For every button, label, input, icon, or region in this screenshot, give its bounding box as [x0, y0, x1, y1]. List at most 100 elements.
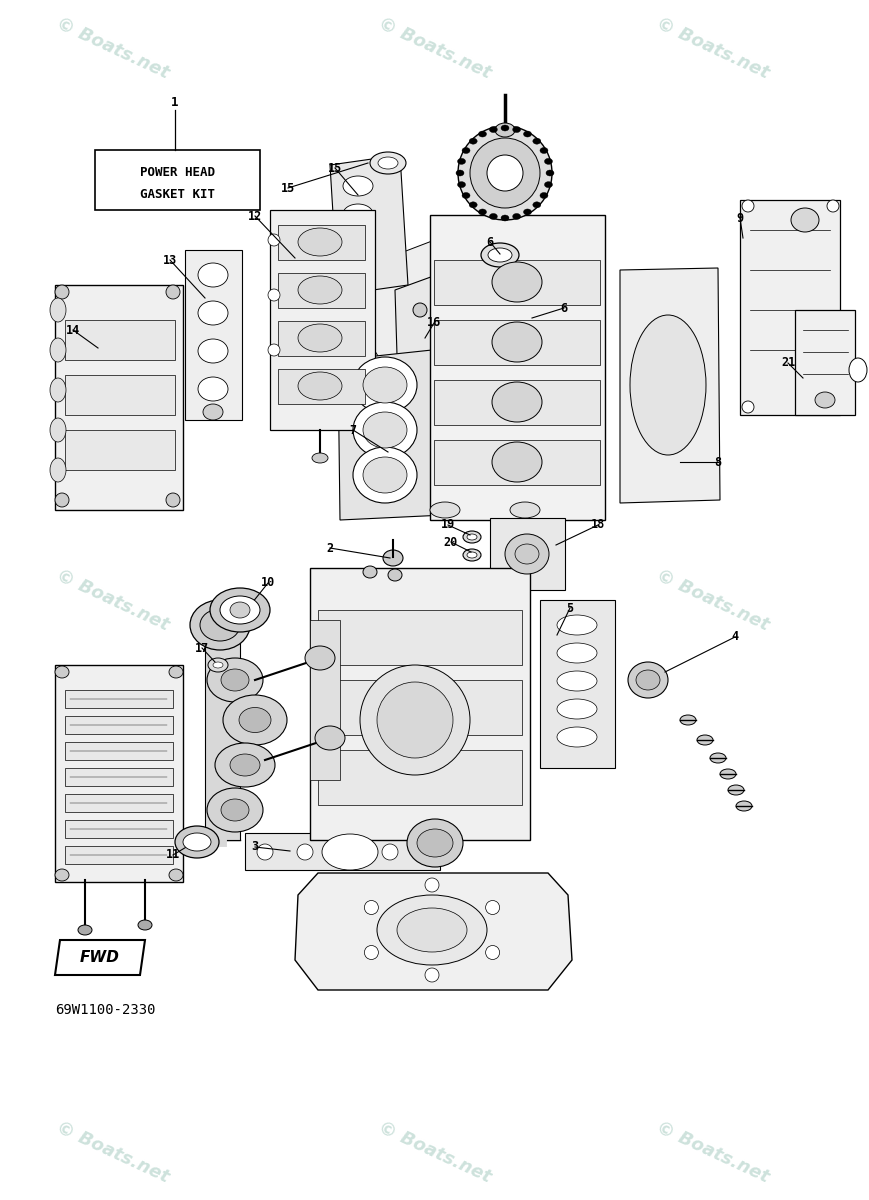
- Ellipse shape: [353, 446, 417, 503]
- Ellipse shape: [78, 925, 92, 935]
- Ellipse shape: [462, 192, 470, 198]
- Ellipse shape: [230, 754, 260, 776]
- Ellipse shape: [430, 502, 460, 518]
- Ellipse shape: [523, 209, 532, 215]
- Text: GASKET KIT: GASKET KIT: [140, 187, 215, 200]
- Bar: [65, 742, 173, 760]
- Ellipse shape: [198, 301, 228, 325]
- Ellipse shape: [360, 665, 470, 775]
- Ellipse shape: [268, 344, 280, 356]
- Ellipse shape: [55, 284, 69, 299]
- Ellipse shape: [458, 158, 466, 164]
- Polygon shape: [330, 155, 408, 295]
- Ellipse shape: [557, 698, 597, 719]
- Ellipse shape: [343, 260, 373, 280]
- Ellipse shape: [417, 829, 453, 857]
- Text: 15: 15: [328, 162, 342, 174]
- Text: 17: 17: [195, 642, 209, 654]
- Ellipse shape: [377, 895, 487, 965]
- Ellipse shape: [492, 382, 542, 422]
- Ellipse shape: [207, 788, 263, 832]
- Ellipse shape: [298, 372, 342, 400]
- Text: 20: 20: [444, 535, 458, 548]
- Text: POWER HEAD: POWER HEAD: [140, 166, 215, 179]
- Bar: [185, 250, 242, 420]
- Bar: [318, 680, 522, 734]
- Ellipse shape: [505, 534, 549, 574]
- Ellipse shape: [378, 157, 398, 169]
- Ellipse shape: [363, 367, 407, 403]
- Ellipse shape: [492, 442, 542, 482]
- Bar: [205, 640, 240, 840]
- Ellipse shape: [425, 968, 439, 982]
- Ellipse shape: [470, 138, 540, 208]
- Text: © Boats.net: © Boats.net: [653, 1118, 772, 1186]
- Text: © Boats.net: © Boats.net: [54, 14, 172, 82]
- Ellipse shape: [481, 242, 519, 266]
- Ellipse shape: [467, 534, 477, 540]
- Text: 6: 6: [561, 301, 567, 314]
- Ellipse shape: [523, 131, 532, 137]
- Ellipse shape: [220, 596, 260, 624]
- Ellipse shape: [630, 314, 706, 455]
- Ellipse shape: [388, 569, 402, 581]
- Ellipse shape: [510, 502, 540, 518]
- Bar: [278, 226, 365, 260]
- Ellipse shape: [501, 125, 509, 131]
- Bar: [65, 320, 175, 360]
- Ellipse shape: [203, 404, 223, 420]
- Bar: [434, 260, 600, 305]
- Bar: [310, 568, 530, 840]
- Ellipse shape: [343, 204, 373, 224]
- Ellipse shape: [710, 754, 726, 763]
- Bar: [65, 846, 173, 864]
- Ellipse shape: [515, 544, 539, 564]
- Ellipse shape: [557, 614, 597, 635]
- Ellipse shape: [545, 158, 553, 164]
- Bar: [434, 320, 600, 365]
- Ellipse shape: [198, 263, 228, 287]
- Ellipse shape: [628, 662, 668, 698]
- Text: © Boats.net: © Boats.net: [653, 14, 772, 82]
- Ellipse shape: [223, 695, 287, 745]
- Ellipse shape: [298, 324, 342, 352]
- Ellipse shape: [200, 608, 240, 641]
- Ellipse shape: [169, 869, 183, 881]
- Ellipse shape: [791, 208, 819, 232]
- Bar: [65, 820, 173, 838]
- Bar: [434, 440, 600, 485]
- Ellipse shape: [364, 900, 378, 914]
- Ellipse shape: [55, 493, 69, 506]
- Text: 11: 11: [166, 848, 180, 862]
- Ellipse shape: [492, 322, 542, 362]
- Bar: [318, 610, 522, 665]
- Text: 5: 5: [567, 601, 574, 614]
- Ellipse shape: [815, 392, 835, 408]
- Text: 9: 9: [736, 211, 744, 224]
- Text: 10: 10: [261, 576, 275, 589]
- Text: 3: 3: [251, 840, 259, 853]
- Polygon shape: [295, 874, 572, 990]
- Ellipse shape: [377, 682, 453, 758]
- Ellipse shape: [697, 734, 713, 745]
- Ellipse shape: [169, 666, 183, 678]
- Ellipse shape: [213, 662, 223, 668]
- Polygon shape: [395, 270, 460, 355]
- Polygon shape: [620, 268, 720, 503]
- Ellipse shape: [636, 670, 660, 690]
- Ellipse shape: [353, 358, 417, 413]
- Ellipse shape: [322, 834, 378, 870]
- Bar: [65, 690, 173, 708]
- Ellipse shape: [305, 646, 335, 670]
- Bar: [65, 374, 175, 415]
- Ellipse shape: [257, 844, 273, 860]
- Bar: [490, 518, 565, 590]
- Bar: [95, 150, 260, 210]
- Ellipse shape: [456, 170, 464, 176]
- Ellipse shape: [728, 785, 744, 794]
- Ellipse shape: [742, 401, 754, 413]
- Polygon shape: [330, 215, 510, 374]
- Ellipse shape: [353, 402, 417, 458]
- Ellipse shape: [55, 666, 69, 678]
- Ellipse shape: [221, 799, 249, 821]
